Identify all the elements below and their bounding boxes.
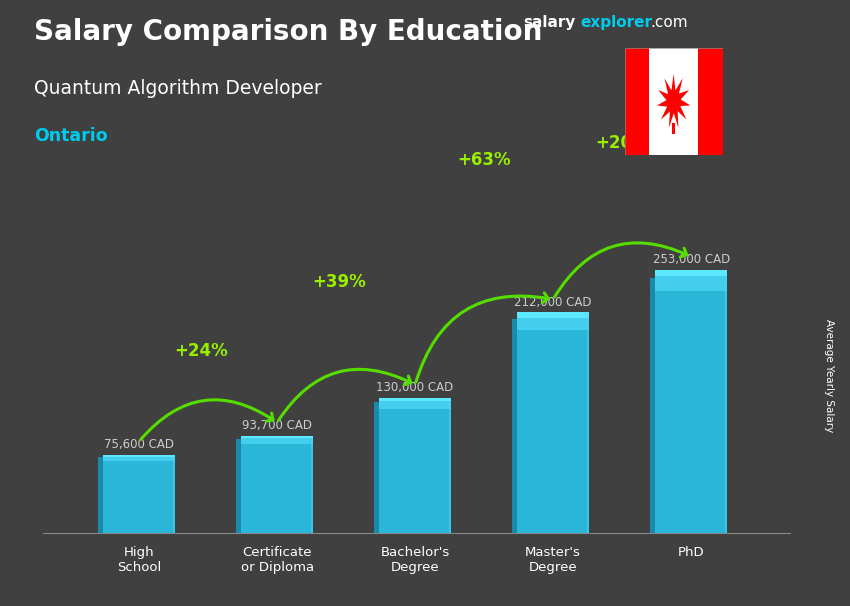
- Text: +20%: +20%: [595, 135, 649, 152]
- Text: explorer: explorer: [581, 15, 653, 30]
- Text: .com: .com: [650, 15, 688, 30]
- Bar: [449, 398, 451, 533]
- Bar: [241, 436, 313, 438]
- Bar: [103, 454, 175, 456]
- Bar: [173, 454, 175, 533]
- Text: +24%: +24%: [174, 342, 228, 361]
- Text: 130,000 CAD: 130,000 CAD: [377, 381, 454, 394]
- Bar: [379, 398, 451, 533]
- Bar: [241, 436, 313, 444]
- Bar: [513, 319, 518, 533]
- Bar: [672, 122, 675, 135]
- Bar: [518, 313, 589, 318]
- Bar: [99, 457, 103, 533]
- Text: 212,000 CAD: 212,000 CAD: [514, 296, 592, 308]
- Bar: [655, 270, 727, 533]
- Bar: [379, 398, 451, 408]
- Bar: [518, 313, 589, 533]
- Text: salary: salary: [523, 15, 575, 30]
- Text: Salary Comparison By Education: Salary Comparison By Education: [34, 18, 542, 46]
- Polygon shape: [657, 74, 690, 128]
- Text: 253,000 CAD: 253,000 CAD: [653, 253, 730, 266]
- Text: Ontario: Ontario: [34, 127, 108, 145]
- Text: Quantum Algorithm Developer: Quantum Algorithm Developer: [34, 79, 322, 98]
- Bar: [586, 313, 589, 533]
- Bar: [655, 270, 727, 291]
- Bar: [236, 439, 241, 533]
- Bar: [698, 48, 722, 155]
- Text: 75,600 CAD: 75,600 CAD: [104, 438, 174, 451]
- Bar: [103, 454, 175, 533]
- Text: +39%: +39%: [312, 273, 366, 291]
- Text: Average Yearly Salary: Average Yearly Salary: [824, 319, 834, 432]
- Text: 93,700 CAD: 93,700 CAD: [242, 419, 312, 431]
- Bar: [241, 436, 313, 533]
- Bar: [311, 436, 313, 533]
- Bar: [103, 454, 175, 461]
- Bar: [374, 402, 379, 533]
- Text: +63%: +63%: [457, 151, 511, 168]
- Bar: [650, 278, 655, 533]
- Bar: [518, 313, 589, 330]
- Bar: [655, 270, 727, 276]
- Bar: [625, 48, 649, 155]
- Bar: [379, 398, 451, 401]
- Bar: [725, 270, 727, 533]
